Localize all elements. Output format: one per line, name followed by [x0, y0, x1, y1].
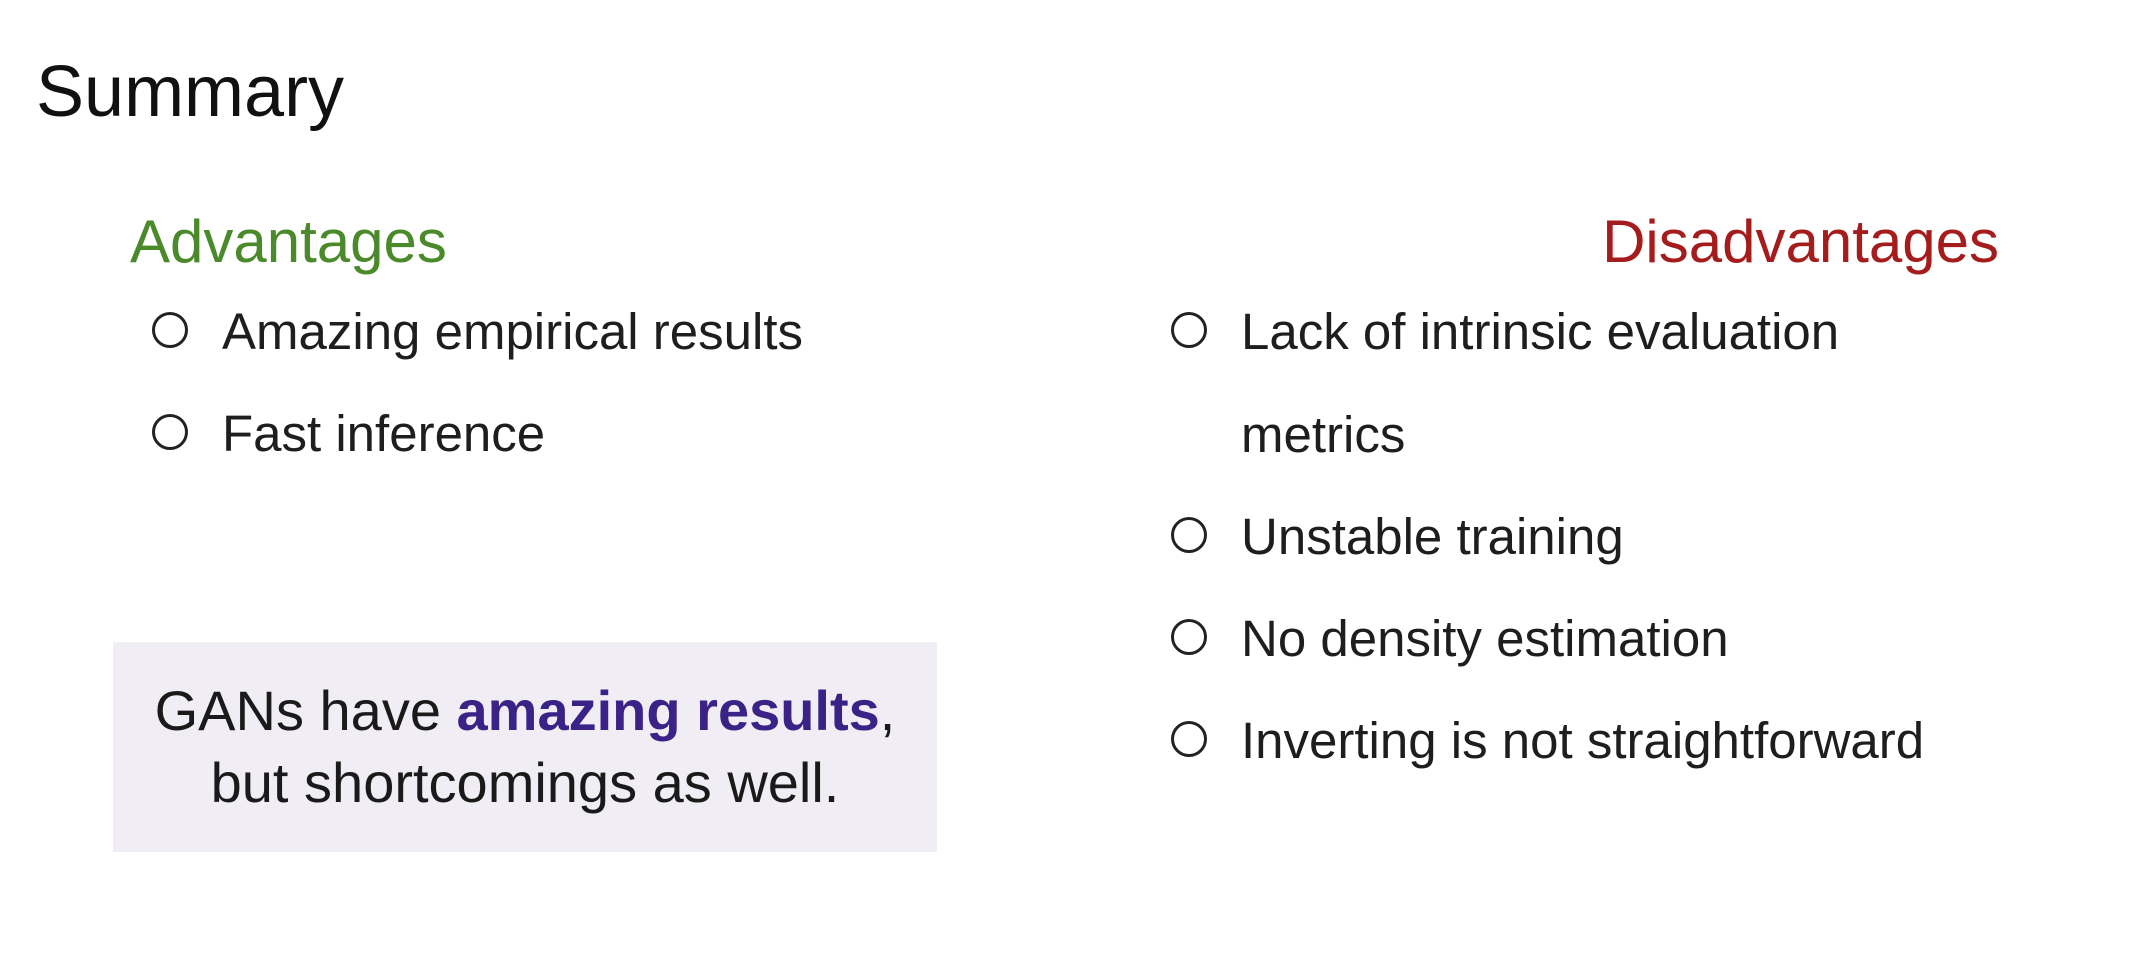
callout-text: GANs have amazing results, but shortcomi… — [113, 675, 937, 819]
bullet-circle-icon — [152, 312, 188, 348]
callout-prefix: GANs have — [154, 679, 457, 742]
disadvantage-item-1: Lack of intrinsic evaluation metrics — [1171, 280, 2011, 486]
slide-title: Summary — [36, 52, 345, 132]
callout-highlight: amazing results — [456, 679, 880, 742]
bullet-circle-icon — [1171, 517, 1207, 553]
bullet-circle-icon — [1171, 721, 1207, 757]
disadvantage-item-4: Inverting is not straightforward — [1171, 689, 1924, 792]
summary-callout: GANs have amazing results, but shortcomi… — [113, 642, 937, 852]
advantage-item-1: Amazing empirical results — [152, 280, 803, 383]
callout-suffix: , but shortcomings as well. — [210, 679, 896, 814]
bullet-circle-icon — [1171, 312, 1207, 348]
disadvantage-item-text: No density estimation — [1241, 610, 1729, 667]
disadvantages-heading: Disadvantages — [1602, 208, 1999, 275]
advantage-item-text: Amazing empirical results — [222, 303, 804, 360]
disadvantage-item-3: No density estimation — [1171, 587, 1729, 690]
disadvantage-item-2: Unstable training — [1171, 485, 1624, 588]
advantages-heading: Advantages — [130, 208, 447, 275]
disadvantage-item-text: Unstable training — [1241, 508, 1624, 565]
advantage-item-2: Fast inference — [152, 382, 545, 485]
bullet-circle-icon — [152, 414, 188, 450]
bullet-circle-icon — [1171, 619, 1207, 655]
disadvantage-item-text: Lack of intrinsic evaluation metrics — [1241, 303, 1840, 463]
advantage-item-text: Fast inference — [222, 405, 546, 462]
disadvantage-item-text: Inverting is not straightforward — [1241, 712, 1925, 769]
